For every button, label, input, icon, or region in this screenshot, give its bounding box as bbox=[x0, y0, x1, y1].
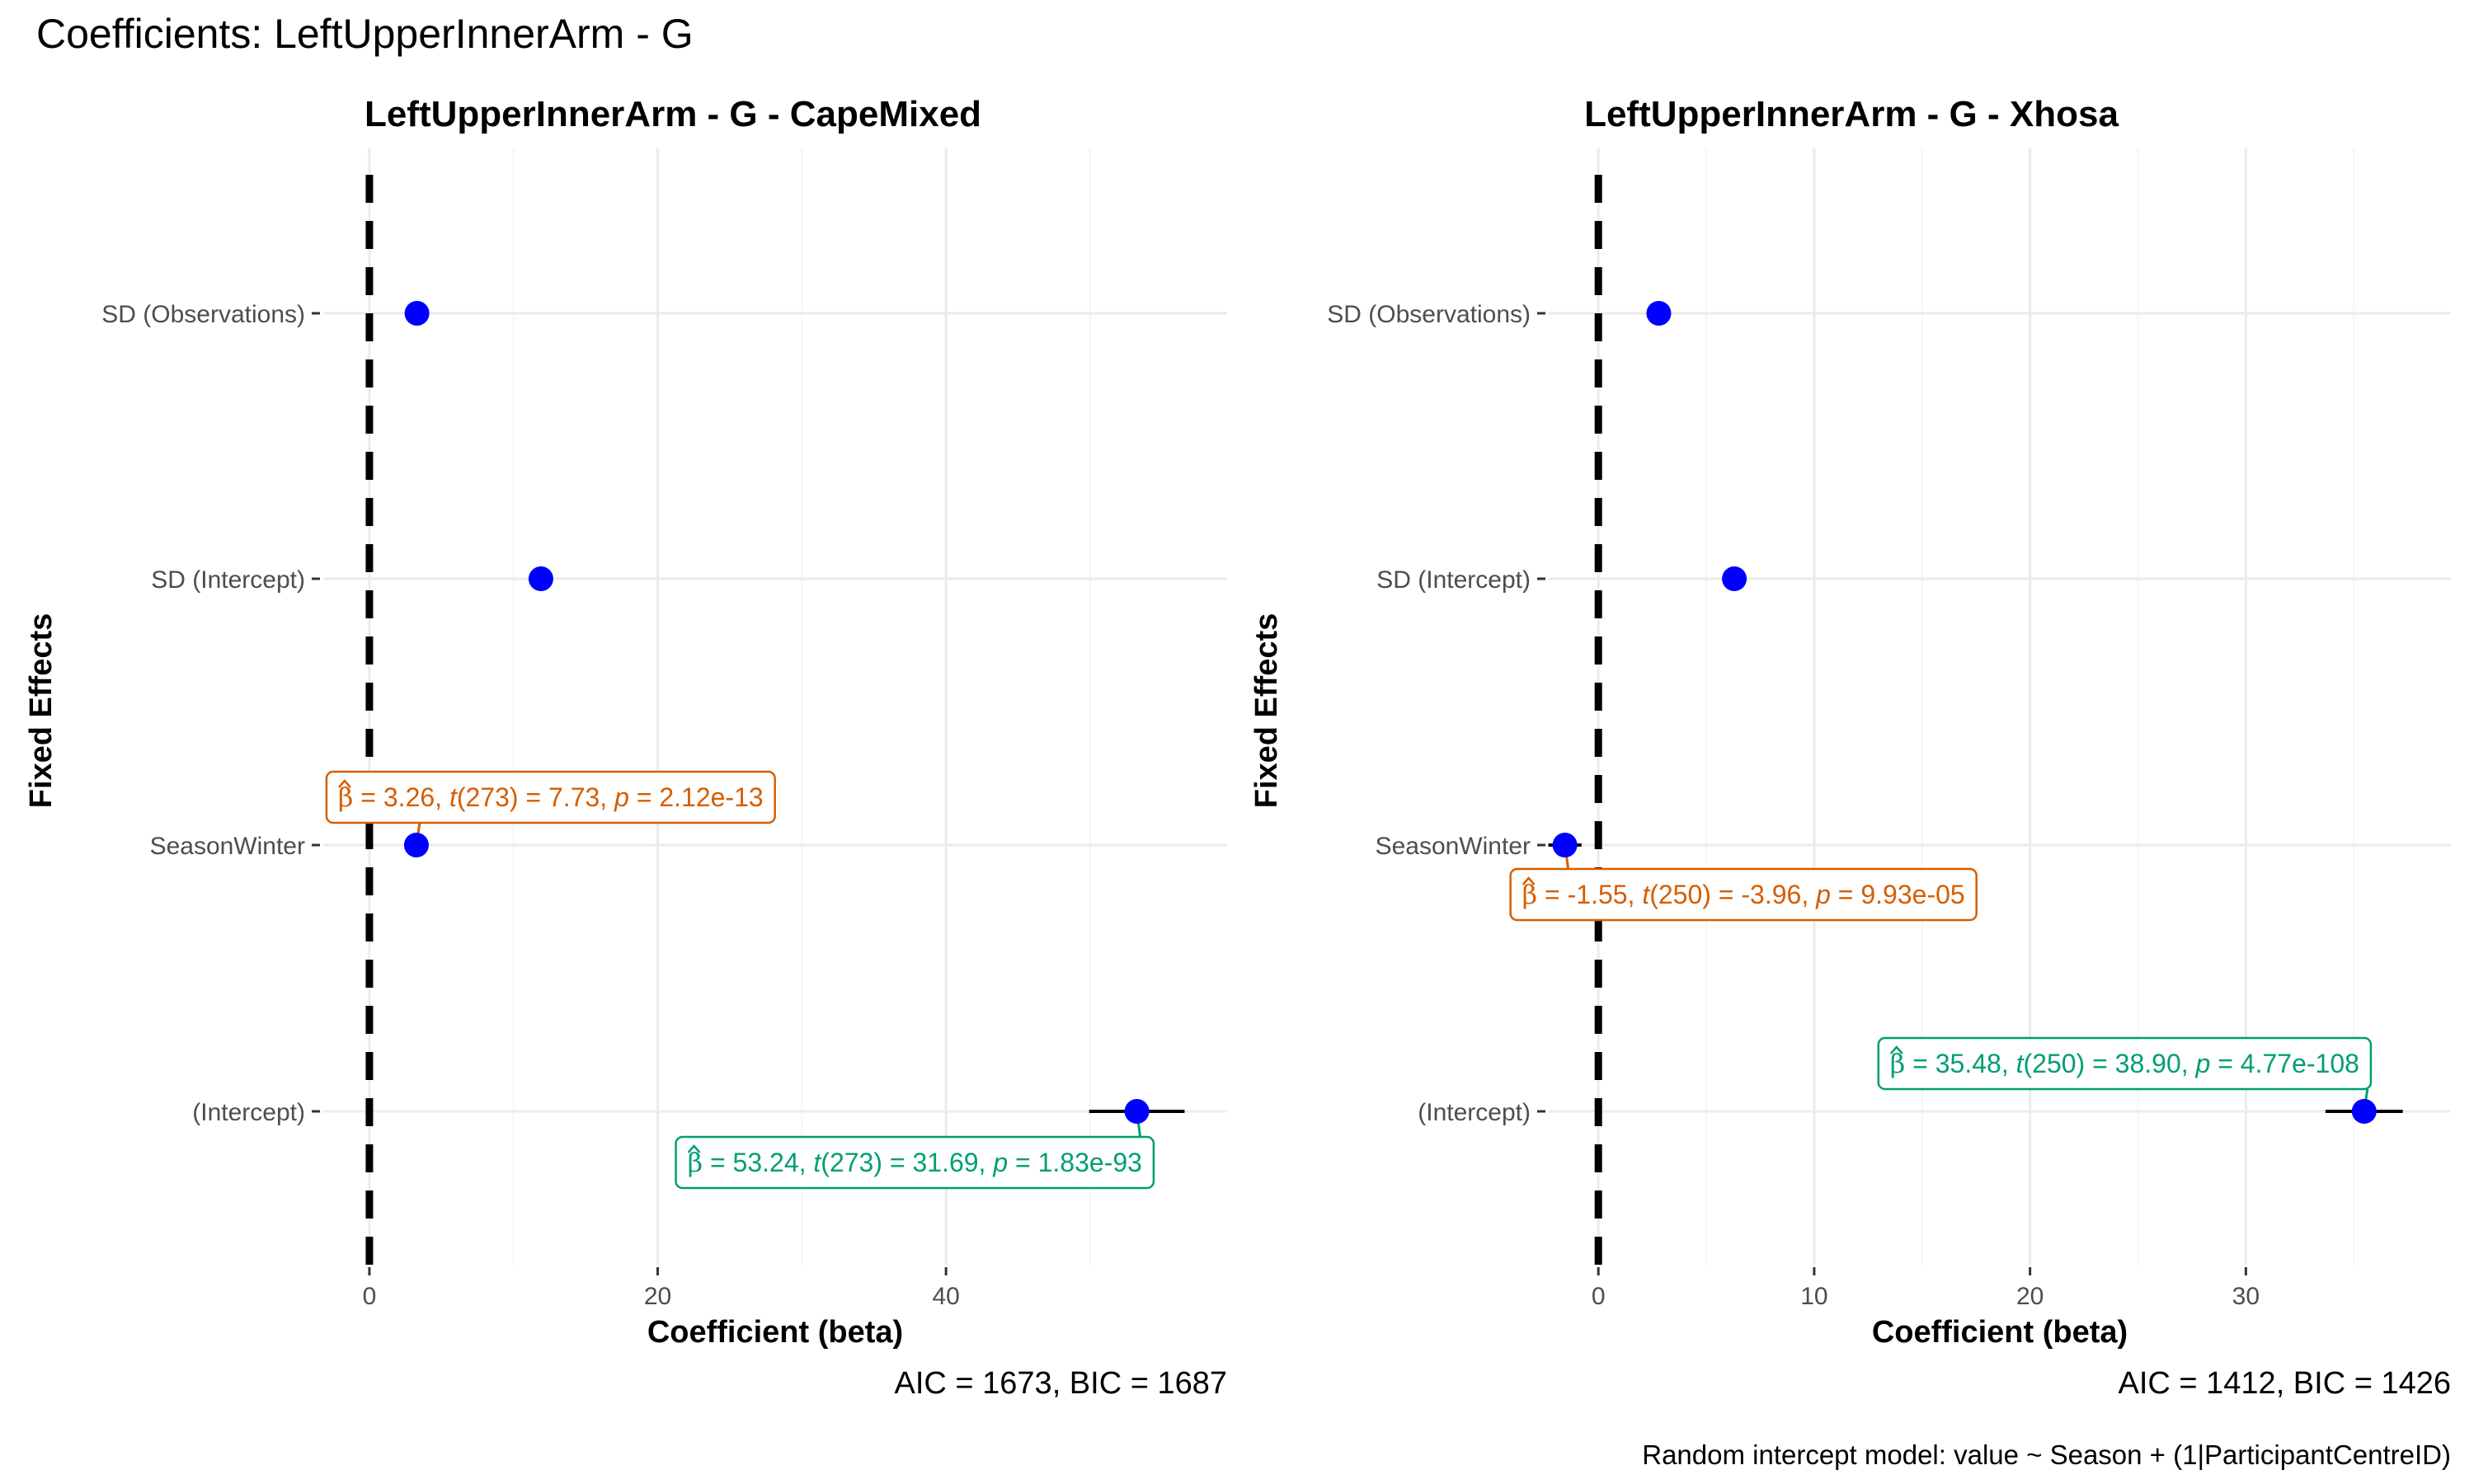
estimate-point bbox=[1646, 301, 1672, 326]
x-tick-label: 20 bbox=[644, 1283, 671, 1310]
beta-hat-mark bbox=[1889, 1045, 1903, 1054]
figure-caption: Random intercept model: value ~ Season +… bbox=[1642, 1439, 2451, 1470]
label-text: β = -1.55, t(250) = -3.96, p = 9.93e-05 bbox=[1522, 879, 1965, 910]
y-tick-label: SD (Intercept) bbox=[151, 566, 305, 594]
label-text: β = 53.24, t(273) = 31.69, p = 1.83e-93 bbox=[688, 1147, 1142, 1178]
panel-title: LeftUpperInnerArm - G - CapeMixed bbox=[365, 94, 981, 134]
x-tick-label: 30 bbox=[2232, 1283, 2260, 1310]
estimate-point bbox=[528, 566, 553, 591]
beta-hat-mark bbox=[687, 1144, 701, 1153]
y-axis-title: Fixed Effects bbox=[1249, 613, 1284, 809]
x-axis-title: Coefficient (beta) bbox=[647, 1315, 903, 1350]
x-axis-title: Coefficient (beta) bbox=[1872, 1315, 2128, 1350]
figure-title: Coefficients: LeftUpperInnerArm - G bbox=[36, 11, 694, 57]
coefficient-label: β = -1.55, t(250) = -3.96, p = 9.93e-05 bbox=[1509, 844, 1978, 922]
model-fit-footer: AIC = 1673, BIC = 1687 bbox=[895, 1366, 1228, 1401]
chart-panel-1: LeftUpperInnerArm - G - CapeMixed SD (Obs… bbox=[24, 94, 1227, 1401]
label-box bbox=[325, 770, 776, 824]
x-tick-label: 20 bbox=[2016, 1283, 2044, 1310]
estimate-point bbox=[1552, 833, 1578, 857]
label-text: β = 35.48, t(250) = 38.90, p = 4.77e-108 bbox=[1890, 1048, 2359, 1079]
beta-hat-mark bbox=[1522, 876, 1536, 885]
y-tick-label: SD (Observations) bbox=[1327, 301, 1531, 328]
y-tick-label: SeasonWinter bbox=[1376, 833, 1531, 860]
coefficient-label: β = 35.48, t(250) = 38.90, p = 4.77e-108 bbox=[1877, 1036, 2373, 1112]
y-axis-title: Fixed Effects bbox=[24, 613, 59, 809]
estimate-point bbox=[2351, 1099, 2377, 1124]
beta-hat-mark bbox=[337, 779, 351, 788]
estimate-point bbox=[1722, 566, 1747, 591]
y-tick-label: SD (Intercept) bbox=[1376, 566, 1531, 594]
label-text: β = 3.26, t(273) = 7.73, p = 2.12e-13 bbox=[338, 782, 764, 813]
y-tick-label: (Intercept) bbox=[1418, 1099, 1531, 1126]
estimate-point bbox=[403, 833, 429, 857]
y-tick-label: SeasonWinter bbox=[150, 833, 305, 860]
estimate-point bbox=[404, 301, 430, 326]
estimate-point bbox=[1124, 1099, 1150, 1124]
label-box bbox=[1509, 867, 1978, 922]
chart-panels: LeftUpperInnerArm - G - CapeMixed SD (Obs… bbox=[24, 94, 2451, 1401]
y-tick-label: (Intercept) bbox=[192, 1099, 305, 1126]
coefficient-label: β = 53.24, t(273) = 31.69, p = 1.83e-93 bbox=[675, 1111, 1155, 1190]
x-tick-label: 0 bbox=[363, 1283, 377, 1310]
label-box bbox=[675, 1135, 1155, 1190]
panel-title: LeftUpperInnerArm - G - Xhosa bbox=[1584, 94, 2119, 134]
label-box bbox=[1877, 1036, 2373, 1091]
x-tick-label: 0 bbox=[1592, 1283, 1606, 1310]
model-fit-footer: AIC = 1412, BIC = 1426 bbox=[2119, 1366, 2452, 1401]
y-tick-label: SD (Observations) bbox=[101, 301, 305, 328]
coefficient-label: β = 3.26, t(273) = 7.73, p = 2.12e-13 bbox=[325, 770, 776, 846]
x-tick-label: 40 bbox=[932, 1283, 959, 1310]
x-tick-label: 10 bbox=[1800, 1283, 1827, 1310]
chart-panel-2: LeftUpperInnerArm - G - Xhosa SD (Observa… bbox=[1249, 94, 2451, 1401]
